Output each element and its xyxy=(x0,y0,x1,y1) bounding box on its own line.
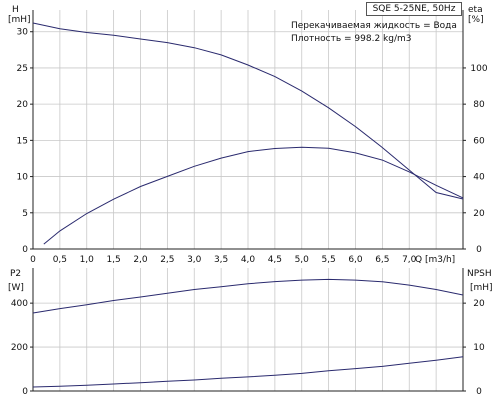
series-line-p2 xyxy=(32,278,464,314)
x-tick-label: 3,5 xyxy=(214,255,228,265)
bottom-y-left-unit: [W] xyxy=(8,283,24,293)
x-tick-label: 7,0 xyxy=(402,255,417,265)
y-left-tick-label: 0 xyxy=(22,245,28,255)
top-y-left-label: H xyxy=(12,5,19,15)
head-efficiency-panel: 0 5 10 15 20 25 30 0 20 40 60 80 100 0 0,5 1,0 1,5 2,0 2,5… xyxy=(8,5,488,265)
y-left-tick-label: 5 xyxy=(22,209,28,219)
liquid-info: Перекачиваемая жидкость = Вода xyxy=(291,21,457,31)
x-tick-label: 0 xyxy=(30,255,36,265)
bottom-series xyxy=(32,278,464,388)
y-left-tick-label: 20 xyxy=(17,100,29,110)
y-right-tick-label: 0 xyxy=(476,245,482,255)
power-npsh-panel: 0 200 400 0 10 20 P2 [W] NPSH [mH] xyxy=(8,268,493,397)
x-tick-label: 0,5 xyxy=(53,255,67,265)
y-right-tick-label: 60 xyxy=(473,136,485,146)
chart-title: SQE 5-25NE, 50Hz xyxy=(366,2,462,16)
y-left-tick-label: 0 xyxy=(22,387,28,397)
x-axis-label: Q [m3/h] xyxy=(415,255,455,265)
top-y-left-unit: [mH] xyxy=(8,15,31,25)
density-info: Плотность = 998.2 kg/m3 xyxy=(291,34,412,44)
y-right-tick-label: 20 xyxy=(473,299,485,309)
x-tick-label: 2,0 xyxy=(133,255,148,265)
y-left-tick-label: 200 xyxy=(11,343,28,353)
top-y-right-unit: [%] xyxy=(468,15,484,25)
bottom-grid xyxy=(32,268,464,392)
top-grid xyxy=(32,10,464,250)
x-tick-label: 3,0 xyxy=(187,255,202,265)
x-tick-label: 1,0 xyxy=(80,255,95,265)
y-left-tick-label: 400 xyxy=(11,299,28,309)
x-tick-label: 5,5 xyxy=(321,255,335,265)
top-y-right-label: eta xyxy=(468,5,483,15)
bottom-y-right-label: NPSH xyxy=(467,269,492,279)
top-series xyxy=(32,22,464,245)
y-right-tick-label: 40 xyxy=(473,173,485,183)
series-line-npsh xyxy=(32,356,464,388)
x-tick-label: 1,5 xyxy=(106,255,120,265)
bottom-y-right-unit: [mH] xyxy=(470,283,493,293)
y-left-tick-label: 10 xyxy=(17,173,29,183)
y-left-tick-label: 25 xyxy=(17,64,28,74)
y-right-tick-label: 80 xyxy=(473,100,485,110)
x-tick-label: 2,5 xyxy=(160,255,174,265)
x-tick-label: 6,5 xyxy=(375,255,389,265)
x-tick-label: 4,5 xyxy=(268,255,282,265)
y-right-tick-label: 20 xyxy=(473,209,485,219)
y-right-tick-label: 10 xyxy=(473,343,485,353)
y-right-tick-label: 0 xyxy=(476,387,482,397)
bottom-y-left-label: P2 xyxy=(10,269,21,279)
y-left-tick-label: 15 xyxy=(17,136,28,146)
y-right-tick-label: 100 xyxy=(470,64,487,74)
x-tick-label: 5,0 xyxy=(295,255,310,265)
series-line-h xyxy=(32,22,464,200)
x-tick-label: 4,0 xyxy=(241,255,256,265)
top-labels: 0 5 10 15 20 25 30 0 20 40 60 80 100 0 0,5 1,0 1,5 2,0 2,5… xyxy=(17,28,488,265)
y-left-tick-label: 30 xyxy=(17,28,29,38)
bottom-labels: 0 200 400 0 10 20 xyxy=(11,299,485,397)
series-line-eta xyxy=(43,146,464,245)
x-tick-label: 6,0 xyxy=(348,255,363,265)
